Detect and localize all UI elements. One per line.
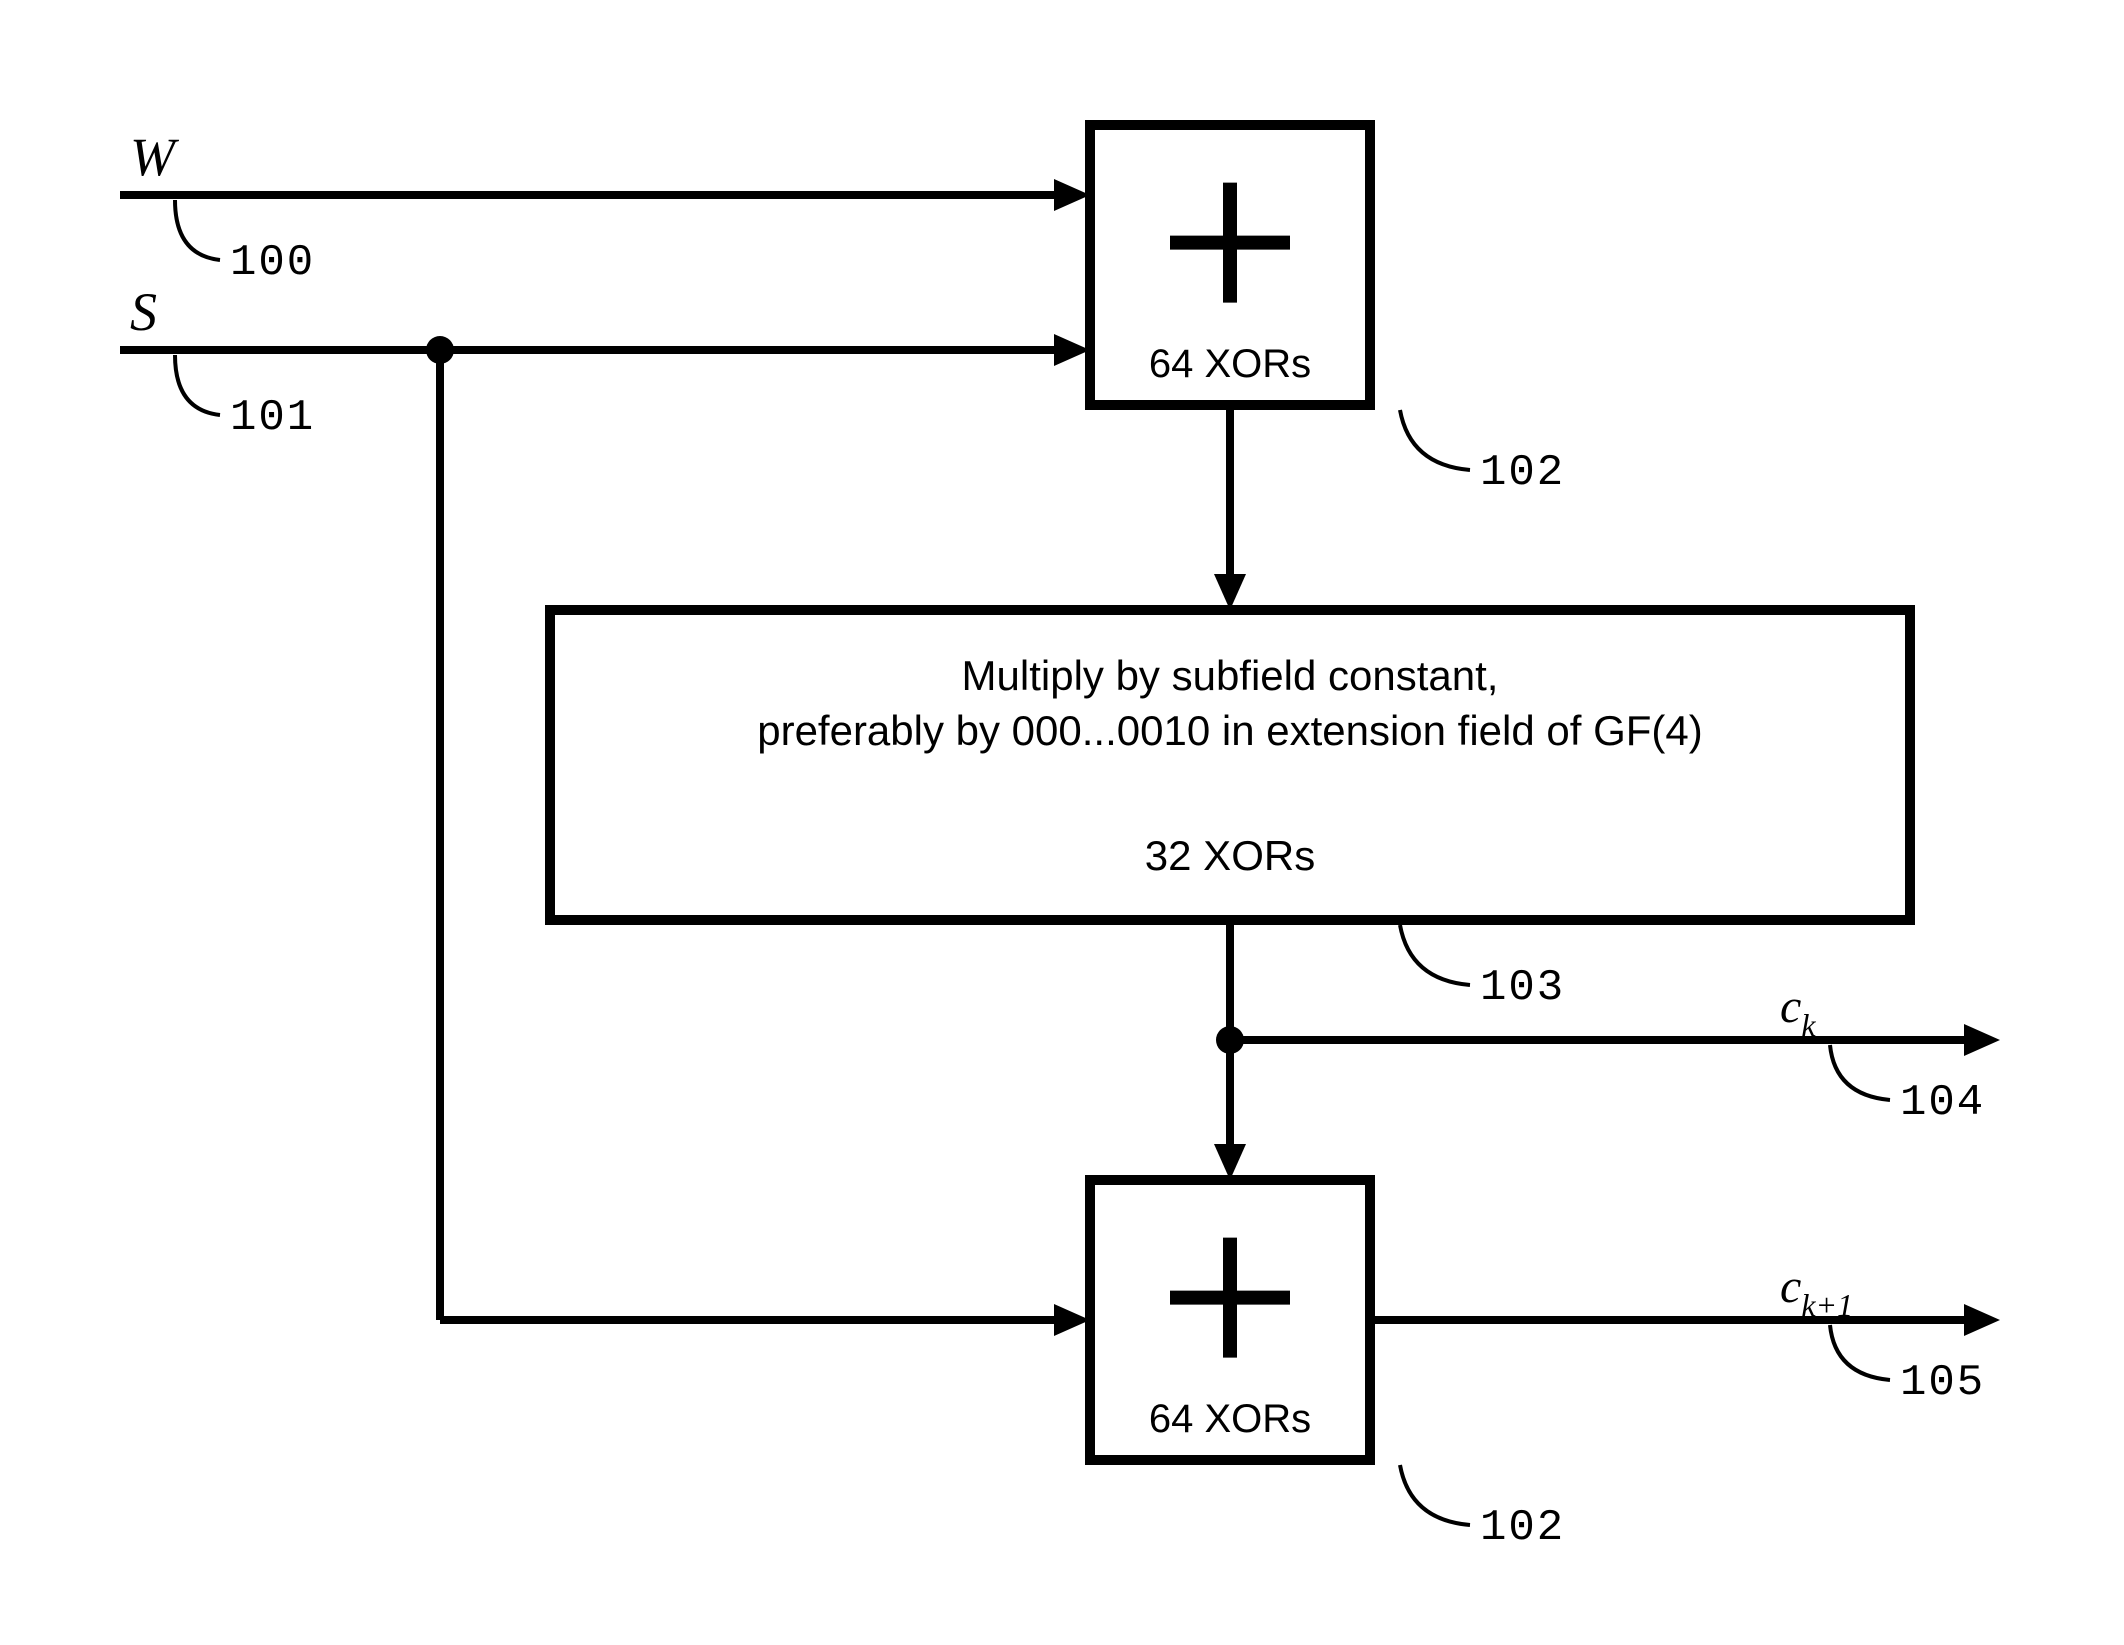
- ref-number: 103: [1480, 963, 1565, 1013]
- ref-number: 104: [1900, 1078, 1985, 1128]
- arrowhead-icon: [1214, 574, 1246, 610]
- xor-label: 64 XORs: [1149, 1397, 1311, 1441]
- arrowhead-icon: [1054, 334, 1090, 366]
- arrowhead-icon: [1054, 179, 1090, 211]
- ref-leader: [175, 355, 220, 415]
- arrowhead-icon: [1964, 1304, 2000, 1336]
- ref-leader: [1830, 1045, 1890, 1100]
- arrowhead-icon: [1054, 1304, 1090, 1336]
- multiply-line1: Multiply by subfield constant,: [962, 652, 1499, 699]
- ref-leader: [1400, 925, 1470, 985]
- ref-leader: [1830, 1325, 1890, 1380]
- output-label-ck: ck: [1780, 980, 1816, 1043]
- multiply-line2: preferably by 000...0010 in extension fi…: [757, 707, 1703, 754]
- ref-leader: [1400, 410, 1470, 470]
- input-label-w: W: [130, 127, 180, 187]
- output-label-ck1: ck+1: [1780, 1260, 1853, 1323]
- ref-number: 101: [230, 393, 315, 443]
- input-label-s: S: [130, 282, 157, 342]
- ref-number: 102: [1480, 1503, 1565, 1553]
- ref-number: 105: [1900, 1358, 1985, 1408]
- multiply-line3: 32 XORs: [1145, 832, 1315, 879]
- ref-leader: [175, 200, 220, 260]
- xor-label: 64 XORs: [1149, 342, 1311, 386]
- ref-number: 100: [230, 238, 315, 288]
- ref-number: 102: [1480, 448, 1565, 498]
- block-diagram: W S 64 XORs Multiply by subfield constant, p…: [0, 0, 2124, 1645]
- arrowhead-icon: [1964, 1024, 2000, 1056]
- ref-leader: [1400, 1465, 1470, 1525]
- arrowhead-icon: [1214, 1144, 1246, 1180]
